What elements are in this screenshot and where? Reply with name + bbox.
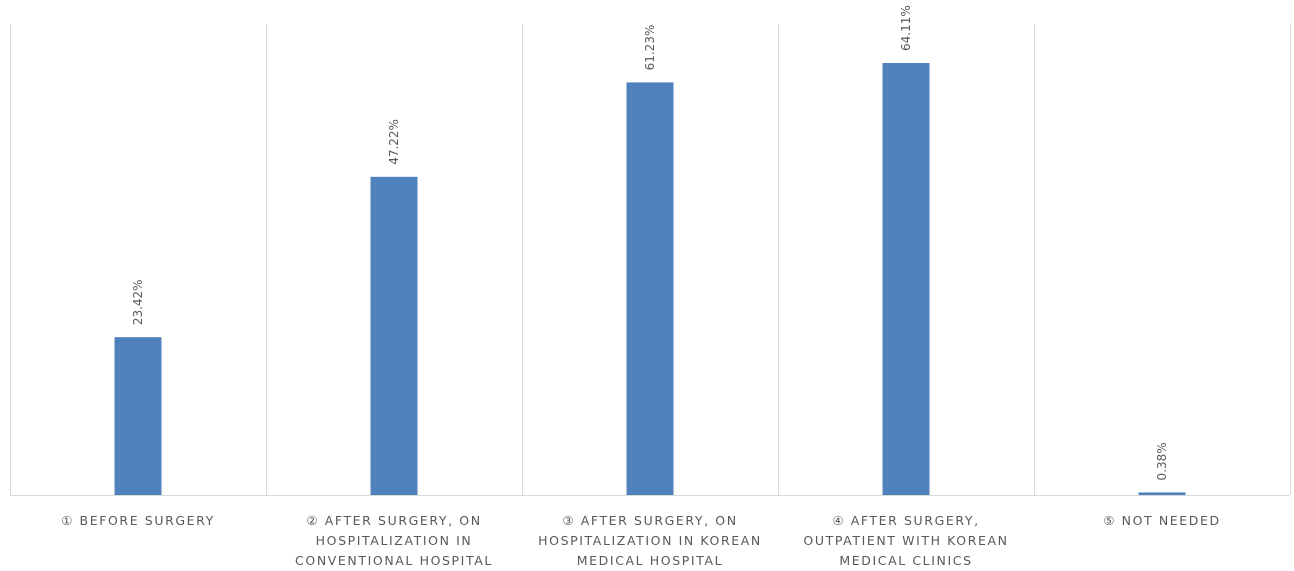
category-label-1: ① BEFORE SURGERY (61, 513, 215, 528)
category-label-2: ② AFTER SURGERY, ON HOSPITALIZATION IN C… (295, 513, 493, 568)
category-label-4: ④ AFTER SURGERY, OUTPATIENT WITH KOREAN … (803, 513, 1009, 568)
bar-1 (114, 337, 162, 495)
bar-5 (1138, 492, 1186, 495)
category-label-5: ⑤ NOT NEEDED (1103, 513, 1221, 528)
bar-2 (370, 176, 418, 495)
bar-4 (882, 63, 930, 495)
category-label-3: ③ AFTER SURGERY, ON HOSPITALIZATION IN K… (538, 513, 762, 568)
data-label-2: 47.22% (387, 119, 401, 165)
data-label-3: 61.23% (643, 25, 657, 71)
data-label-5: 0.38% (1155, 442, 1169, 480)
data-label-1: 23.42% (131, 279, 145, 325)
bar-3 (626, 82, 674, 495)
data-label-4: 64.11% (899, 5, 913, 51)
